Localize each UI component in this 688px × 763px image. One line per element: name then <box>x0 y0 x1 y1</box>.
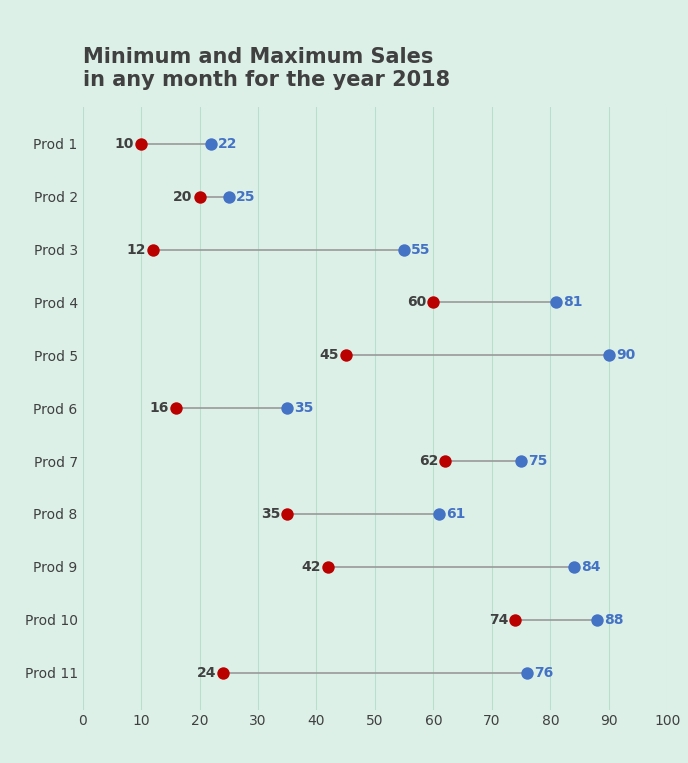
Text: 76: 76 <box>534 665 553 680</box>
Point <box>323 561 334 573</box>
Point <box>282 508 293 520</box>
Text: 75: 75 <box>528 454 548 468</box>
Text: 16: 16 <box>150 401 169 415</box>
Point <box>433 508 444 520</box>
Point <box>282 402 293 414</box>
Text: 60: 60 <box>407 295 427 310</box>
Text: 61: 61 <box>447 507 466 521</box>
Point <box>147 243 158 256</box>
Point <box>399 243 410 256</box>
Point <box>340 349 351 362</box>
Point <box>194 191 205 203</box>
Text: 24: 24 <box>196 665 216 680</box>
Text: 35: 35 <box>294 401 314 415</box>
Point <box>440 455 451 467</box>
Point <box>551 296 562 308</box>
Point <box>516 455 527 467</box>
Point <box>171 402 182 414</box>
Text: 74: 74 <box>489 613 508 626</box>
Text: 10: 10 <box>115 137 134 151</box>
Point <box>217 666 228 678</box>
Text: 84: 84 <box>581 560 601 574</box>
Point <box>592 613 603 626</box>
Text: 81: 81 <box>563 295 583 310</box>
Text: 62: 62 <box>419 454 438 468</box>
Point <box>136 138 147 150</box>
Point <box>510 613 521 626</box>
Text: 12: 12 <box>126 243 146 256</box>
Text: 35: 35 <box>261 507 280 521</box>
Text: 55: 55 <box>411 243 431 256</box>
Point <box>568 561 579 573</box>
Text: 90: 90 <box>616 349 635 362</box>
Text: 42: 42 <box>301 560 321 574</box>
Point <box>223 191 234 203</box>
Point <box>428 296 439 308</box>
Text: Minimum and Maximum Sales
in any month for the year 2018: Minimum and Maximum Sales in any month f… <box>83 47 450 90</box>
Text: 20: 20 <box>173 190 193 204</box>
Text: 25: 25 <box>236 190 255 204</box>
Point <box>603 349 614 362</box>
Point <box>206 138 217 150</box>
Text: 88: 88 <box>604 613 624 626</box>
Point <box>522 666 533 678</box>
Text: 22: 22 <box>218 137 238 151</box>
Text: 45: 45 <box>319 349 338 362</box>
